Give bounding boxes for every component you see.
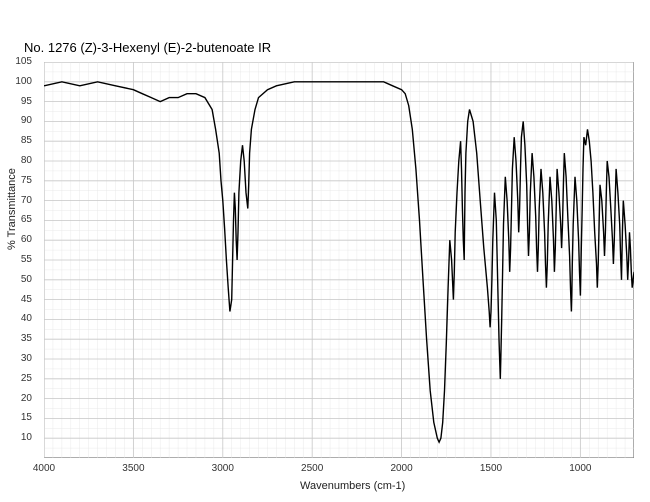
- y-tick: 50: [10, 274, 32, 285]
- x-tick: 3000: [212, 463, 234, 474]
- x-tick: 3500: [122, 463, 144, 474]
- y-tick: 85: [10, 135, 32, 146]
- x-tick: 4000: [33, 463, 55, 474]
- y-tick: 10: [10, 432, 32, 443]
- x-tick: 2500: [301, 463, 323, 474]
- y-tick: 65: [10, 214, 32, 225]
- y-tick: 35: [10, 333, 32, 344]
- figure: No. 1276 (Z)-3-Hexenyl (E)-2-butenoate I…: [0, 0, 650, 502]
- y-tick: 95: [10, 96, 32, 107]
- y-tick: 40: [10, 313, 32, 324]
- chart-title: No. 1276 (Z)-3-Hexenyl (E)-2-butenoate I…: [24, 40, 271, 55]
- y-tick: 25: [10, 373, 32, 384]
- y-tick: 90: [10, 115, 32, 126]
- x-tick: 1000: [569, 463, 591, 474]
- ir-spectrum-plot: [44, 62, 634, 458]
- x-tick: 1500: [480, 463, 502, 474]
- y-tick: 80: [10, 155, 32, 166]
- y-tick: 15: [10, 412, 32, 423]
- y-tick: 60: [10, 234, 32, 245]
- x-axis-label: Wavenumbers (cm-1): [300, 480, 405, 492]
- y-tick: 55: [10, 254, 32, 265]
- y-tick: 105: [10, 56, 32, 67]
- y-tick: 100: [10, 76, 32, 87]
- y-tick: 30: [10, 353, 32, 364]
- x-tick: 2000: [390, 463, 412, 474]
- y-tick: 20: [10, 393, 32, 404]
- y-tick: 75: [10, 175, 32, 186]
- y-tick: 70: [10, 195, 32, 206]
- y-tick: 45: [10, 294, 32, 305]
